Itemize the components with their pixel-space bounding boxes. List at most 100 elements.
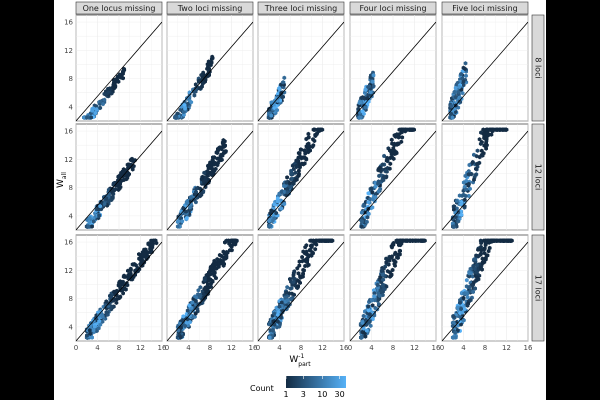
hex-bin: [384, 158, 389, 163]
hex-bin: [100, 319, 105, 324]
hex-bin: [387, 258, 392, 263]
hex-bin: [459, 306, 463, 312]
hex-bin: [297, 168, 301, 173]
hex-bin: [271, 328, 275, 333]
x-tick-label: 16: [158, 344, 167, 352]
hex-bin: [392, 141, 397, 146]
hex-bin: [458, 300, 462, 305]
hex-bin: [363, 105, 368, 110]
hex-bin: [178, 107, 183, 112]
y-tick-label: 12: [64, 267, 73, 275]
hex-bin: [194, 186, 199, 191]
hex-bin: [101, 101, 105, 107]
hex-bin: [363, 87, 368, 92]
hex-bin: [282, 183, 286, 189]
hex-bin: [370, 303, 375, 308]
hex-bin: [298, 165, 302, 170]
hex-bin: [99, 309, 103, 314]
hex-bin: [221, 138, 226, 143]
hex-bin: [359, 335, 364, 340]
hex-bin: [285, 175, 289, 180]
hex-bin: [421, 238, 426, 243]
hex-bin: [377, 173, 381, 179]
hex-bin: [469, 171, 474, 177]
hex-bin: [209, 265, 214, 270]
hex-bin: [464, 187, 468, 192]
hex-bin: [452, 207, 456, 212]
hex-bin: [465, 303, 470, 308]
identity-line: [442, 21, 528, 121]
hex-bin: [203, 177, 208, 182]
hex-bin: [465, 295, 470, 300]
hex-bin: [380, 292, 385, 298]
hex-bin: [174, 115, 179, 120]
hex-bin: [475, 262, 479, 268]
hex-bin: [175, 224, 180, 229]
hex-bin: [272, 202, 277, 207]
hex-bin: [389, 272, 394, 277]
hex-bin: [451, 335, 455, 340]
hex-bin: [379, 288, 383, 294]
hex-bin: [194, 200, 198, 205]
hex-bin: [301, 267, 306, 273]
facet-panel: [257, 14, 345, 122]
hex-bin: [125, 175, 129, 180]
facet-panel: [257, 123, 345, 231]
hex-bin: [211, 158, 215, 164]
hex-bin: [373, 192, 378, 197]
hex-bin: [275, 107, 279, 113]
hex-bin: [387, 166, 392, 171]
hex-bin: [219, 157, 223, 163]
hex-bin: [313, 127, 317, 132]
hex-cells: [84, 238, 159, 340]
hex-bin: [409, 127, 413, 132]
hex-bin: [185, 201, 189, 206]
hex-bin: [146, 241, 151, 246]
hex-bin: [276, 319, 280, 324]
column-strip-bg: [441, 1, 529, 15]
hex-bin: [203, 77, 208, 82]
hex-bin: [398, 238, 403, 243]
hex-bin: [301, 162, 306, 167]
hex-bin: [114, 297, 119, 302]
hex-bin: [183, 323, 187, 329]
hex-cells: [358, 127, 416, 229]
hex-bin: [454, 198, 459, 204]
row-strips: 8 loci 12 loci 17 loci: [531, 14, 545, 342]
hex-cells: [173, 54, 215, 120]
identity-line: [258, 130, 344, 230]
hex-bin: [285, 186, 290, 192]
hex-bin: [384, 256, 389, 261]
x-tick-label: 8: [117, 344, 121, 352]
y-tick-label: 4: [69, 103, 74, 111]
hex-bin: [360, 219, 364, 224]
identity-line: [167, 130, 253, 230]
hex-bin: [284, 180, 289, 185]
hex-bin: [112, 80, 116, 86]
hex-bin: [307, 247, 312, 253]
hex-bin: [116, 174, 121, 179]
identity-line: [76, 241, 162, 341]
hex-bin: [479, 244, 483, 250]
legend-label: 30: [335, 390, 345, 399]
hex-bin: [204, 181, 209, 186]
x-tick-label: 4: [277, 344, 282, 352]
x-tick-label: 8: [299, 344, 303, 352]
hex-bin: [203, 295, 207, 301]
y-tick-label: 16: [64, 19, 73, 27]
hex-bin: [449, 103, 454, 109]
hex-bin: [279, 206, 284, 211]
hex-bin: [89, 115, 93, 120]
hex-bin: [414, 238, 418, 243]
hex-bin: [185, 308, 190, 313]
hex-bin: [306, 142, 311, 148]
hex-bin: [198, 294, 202, 299]
y-tick-label: 8: [69, 295, 73, 303]
hex-bin: [297, 151, 302, 156]
hex-bin: [216, 147, 221, 152]
hex-bin: [363, 334, 368, 339]
hex-bin: [229, 238, 233, 243]
hex-bin: [462, 291, 467, 296]
hex-bin: [189, 100, 194, 105]
hex-bin: [287, 291, 292, 296]
